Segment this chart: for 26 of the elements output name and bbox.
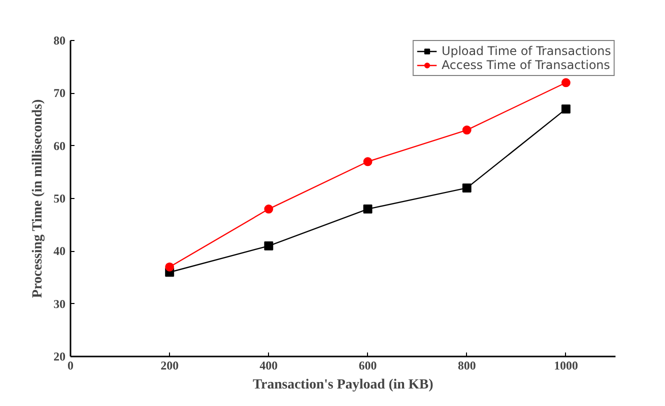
y-tick-label: 30 (54, 296, 66, 311)
point (363, 204, 372, 214)
x-tick-label: 200 (160, 358, 179, 372)
x-axis-title: Transaction's Payload (in KB) (252, 378, 434, 392)
x-tick-label: 1000 (554, 358, 578, 372)
y-tick-label: 70 (54, 86, 66, 100)
point (561, 78, 570, 88)
y-axis-title: Processing Time (in milliseconds) (30, 98, 46, 298)
point (462, 126, 472, 135)
x-tick-label: 600 (358, 358, 377, 372)
point (462, 183, 472, 192)
x-tick-label: 800 (458, 358, 476, 372)
point (165, 262, 174, 272)
y-tick-label: 40 (54, 244, 66, 258)
legend-label: Access Time of Transactions (442, 58, 610, 72)
y-tick-label: 80 (54, 34, 66, 48)
x-tick-label: 400 (260, 358, 278, 372)
y-tick-label: 50 (54, 192, 66, 206)
point (363, 157, 372, 166)
legend-label: Upload Time of Transactions (442, 44, 611, 58)
point (264, 204, 274, 214)
point (264, 241, 274, 250)
y-tick-label: 20 (54, 350, 66, 364)
point (561, 104, 570, 114)
x-tick-label: 0 (68, 358, 74, 372)
y-tick-label: 60 (54, 138, 66, 153)
